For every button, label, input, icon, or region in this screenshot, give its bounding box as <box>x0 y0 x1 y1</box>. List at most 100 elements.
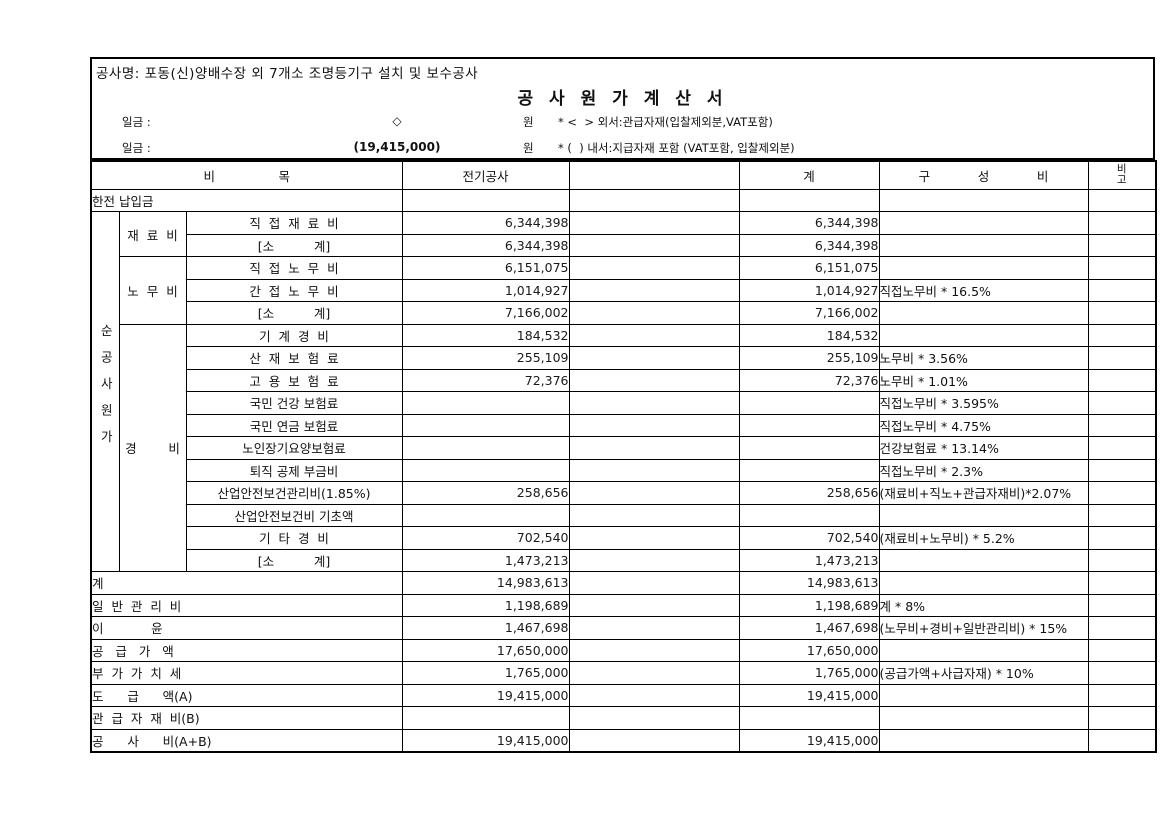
cell-total: 1,473,213 <box>738 548 880 572</box>
cell-blank <box>568 571 740 595</box>
table-row: 간 접 노 무 비 1,014,927 1,014,927 직접노무비 * 16… <box>91 278 1157 302</box>
cell-total <box>738 436 880 460</box>
group-label-labor: 노 무 비 <box>118 256 187 325</box>
cell-electric: 6,344,398 <box>401 233 570 257</box>
amount-label: 일금 : <box>122 141 151 155</box>
cell-note <box>1087 256 1157 280</box>
table-row: 고 용 보 험 료 72,376 72,376 노무비 * 1.01% <box>91 368 1157 392</box>
col-header-blank <box>568 160 740 190</box>
amount-label: 일금 : <box>122 115 151 129</box>
table-row: 기 타 경 비 702,540 702,540 (재료비+노무비) * 5.2% <box>91 526 1157 550</box>
cell-item: [소 계] <box>185 548 403 572</box>
cell-electric: 6,344,398 <box>401 211 570 235</box>
cell-total: 6,344,398 <box>738 233 880 257</box>
cell-item: 한전 납입금 <box>90 188 403 212</box>
table-row: 일 반 관 리 비 1,198,689 1,198,689 계 * 8% <box>90 593 1157 617</box>
col-header-item: 비 목 <box>90 160 403 190</box>
header-box: 공사명: 포동(신)양배수장 외 7개소 조명등기구 설치 및 보수공사 공 사… <box>90 57 1155 160</box>
amount-value: (19,415,000) <box>353 140 441 154</box>
table-row: 이 윤 1,467,698 1,467,698 (노무비+경비+일반관리비) *… <box>90 616 1157 640</box>
col-header-total: 계 <box>738 160 880 190</box>
cell-note <box>1087 278 1157 302</box>
cell-electric: 1,198,689 <box>401 593 570 617</box>
cell-item: 공 급 가 액 <box>90 638 403 662</box>
cell-blank <box>568 526 740 550</box>
cell-electric: 14,983,613 <box>401 571 570 595</box>
cell-item: 직 접 노 무 비 <box>185 256 403 280</box>
cost-table: 비 목 전기공사 계 구 성 비 비 고 한전 납입금 순공사원가 <box>90 160 1157 753</box>
cell-electric <box>401 706 570 730</box>
cell-item: [소 계] <box>185 233 403 257</box>
cell-note <box>1087 188 1157 212</box>
cell-ratio <box>878 188 1089 212</box>
cell-electric <box>401 413 570 437</box>
cell-note <box>1087 616 1157 640</box>
table-row: 국민 건강 보험료 직접노무비 * 3.595% <box>91 391 1157 415</box>
cell-ratio <box>878 638 1089 662</box>
col-header-note-bottom: 고 <box>1116 174 1127 187</box>
cell-electric: 702,540 <box>401 526 570 550</box>
cell-ratio <box>878 728 1089 752</box>
table-row: [소 계] 1,473,213 1,473,213 <box>91 548 1157 572</box>
cell-blank <box>568 548 740 572</box>
cell-note <box>1087 346 1157 370</box>
cell-ratio: 노무비 * 1.01% <box>878 368 1089 392</box>
cell-blank <box>568 706 740 730</box>
cell-ratio: 건강보험료 * 13.14% <box>878 436 1089 460</box>
cell-note <box>1087 503 1157 527</box>
cell-blank <box>568 616 740 640</box>
cell-electric <box>401 391 570 415</box>
cell-note <box>1087 323 1157 347</box>
cell-total <box>738 458 880 482</box>
cell-item: 직 접 재 료 비 <box>185 211 403 235</box>
cell-blank <box>568 278 740 302</box>
cell-item: 산업안전보건관리비(1.85%) <box>185 481 403 505</box>
cell-note <box>1087 458 1157 482</box>
cell-blank <box>568 413 740 437</box>
cell-item: 공 사 비(A+B) <box>90 728 403 752</box>
cell-note <box>1087 548 1157 572</box>
cell-blank <box>568 346 740 370</box>
cell-electric: 19,415,000 <box>401 683 570 707</box>
cell-blank <box>568 323 740 347</box>
cell-ratio: (노무비+경비+일반관리비) * 15% <box>878 616 1089 640</box>
cell-item: 퇴직 공제 부금비 <box>185 458 403 482</box>
cell-ratio <box>878 301 1089 325</box>
cell-item: 고 용 보 험 료 <box>185 368 403 392</box>
cell-total <box>738 503 880 527</box>
cell-total: 1,198,689 <box>738 593 880 617</box>
cell-item: 부 가 가 치 세 <box>90 661 403 685</box>
cell-blank <box>568 391 740 415</box>
cell-total: 702,540 <box>738 526 880 550</box>
cell-ratio <box>878 706 1089 730</box>
cell-electric: 72,376 <box>401 368 570 392</box>
table-row: 계 14,983,613 14,983,613 <box>90 571 1157 595</box>
cell-electric: 184,532 <box>401 323 570 347</box>
cell-total: 14,983,613 <box>738 571 880 595</box>
cell-item: 기 계 경 비 <box>185 323 403 347</box>
cell-note <box>1087 683 1157 707</box>
cell-electric: 17,650,000 <box>401 638 570 662</box>
cell-total: 6,151,075 <box>738 256 880 280</box>
cell-note <box>1087 571 1157 595</box>
cell-ratio: (재료비+직노+관급자재비)*2.07% <box>878 481 1089 505</box>
cell-item: 산업안전보건비 기초액 <box>185 503 403 527</box>
cell-blank <box>568 481 740 505</box>
cell-note <box>1087 301 1157 325</box>
table-row: 공 사 비(A+B) 19,415,000 19,415,000 <box>90 728 1157 752</box>
cell-blank <box>568 503 740 527</box>
cell-item: 산 재 보 험 료 <box>185 346 403 370</box>
cell-note <box>1087 661 1157 685</box>
cell-item: [소 계] <box>185 301 403 325</box>
cell-total: 255,109 <box>738 346 880 370</box>
cell-electric: 19,415,000 <box>401 728 570 752</box>
cell-total: 1,765,000 <box>738 661 880 685</box>
cell-note <box>1087 593 1157 617</box>
cell-ratio <box>878 503 1089 527</box>
cell-total: 1,467,698 <box>738 616 880 640</box>
table-row: 부 가 가 치 세 1,765,000 1,765,000 (공급가액+사급자재… <box>90 661 1157 685</box>
group-label-expense: 경 비 <box>118 323 187 572</box>
cell-electric <box>401 458 570 482</box>
cell-note <box>1087 526 1157 550</box>
cell-total: 184,532 <box>738 323 880 347</box>
